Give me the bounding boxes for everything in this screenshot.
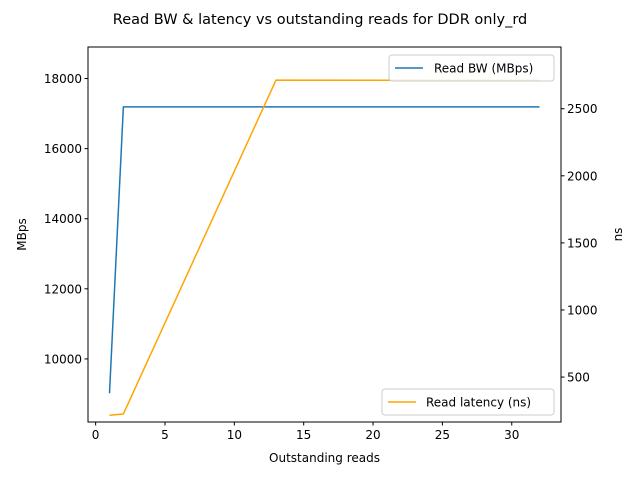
x-tick-label: 0 xyxy=(92,428,100,442)
y-axis-right: 500 1000 1500 2000 2500 xyxy=(561,102,598,385)
x-tick-label: 5 xyxy=(161,428,169,442)
plot-lines xyxy=(108,79,540,417)
legend-bw: Read BW (MBps) xyxy=(388,54,555,82)
x-axis: 0 5 10 15 20 25 30 xyxy=(92,422,519,442)
y-left-tick-label: 10000 xyxy=(44,352,82,366)
x-tick-label: 15 xyxy=(296,428,311,442)
y-right-tick-label: 2000 xyxy=(567,169,598,183)
x-tick-label: 20 xyxy=(365,428,380,442)
legend-latency: Read latency (ns) xyxy=(381,388,555,416)
legend-bw-box xyxy=(388,54,555,82)
series-line-read-bw xyxy=(108,106,540,394)
y-axis-right-label: ns xyxy=(611,228,625,242)
x-axis-label: Outstanding reads xyxy=(269,451,380,465)
legend-bw-label: Read BW (MBps) xyxy=(434,62,533,76)
plot-frame xyxy=(87,46,562,423)
y-axis-left: 10000 12000 14000 16000 18000 xyxy=(44,72,88,366)
x-tick-label: 30 xyxy=(504,428,519,442)
y-right-tick-label: 500 xyxy=(567,371,590,385)
series-line-read-latency xyxy=(109,79,540,417)
y-right-tick-label: 2500 xyxy=(567,102,598,116)
y-left-tick-label: 18000 xyxy=(44,72,82,86)
y-right-tick-label: 1000 xyxy=(567,303,598,317)
y-right-tick-label: 1500 xyxy=(567,236,598,250)
legend-latency-box xyxy=(381,388,555,416)
chart-title: Read BW & latency vs outstanding reads f… xyxy=(113,12,527,28)
x-tick-label: 25 xyxy=(435,428,450,442)
y-left-tick-label: 14000 xyxy=(44,212,82,226)
y-axis-left-label: MBps xyxy=(15,218,29,250)
y-left-tick-label: 16000 xyxy=(44,142,82,156)
x-tick-label: 10 xyxy=(227,428,242,442)
legend-latency-label: Read latency (ns) xyxy=(426,396,531,410)
y-left-tick-label: 12000 xyxy=(44,282,82,296)
